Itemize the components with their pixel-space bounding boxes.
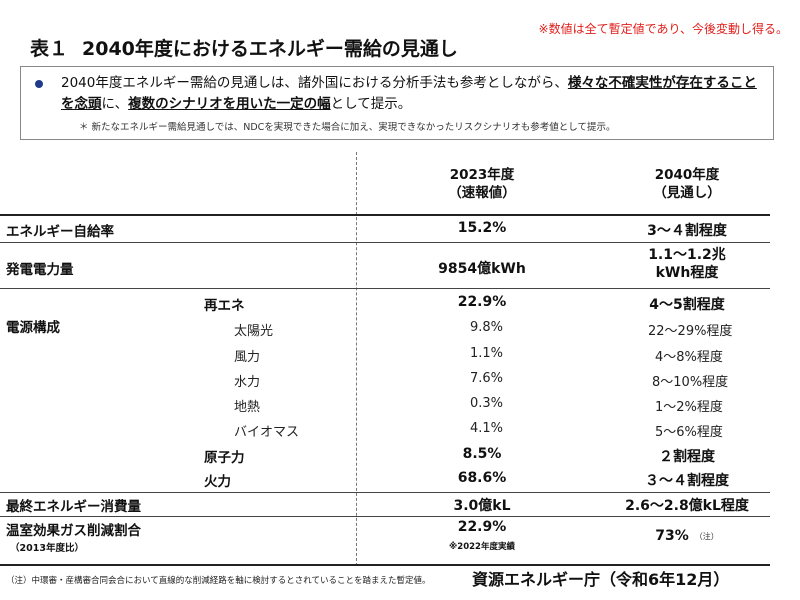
footnote: （注）中環審・産構審合同会合において直線的な削減経路を軸に検討するとされているこ… [6,576,431,586]
geothermal-2023: 0.3% [470,396,504,411]
header-2023-year: 2023年度 [449,167,515,183]
row-label-renewables: 再エネ [204,298,245,314]
self-sufficiency-2023: 15.2% [457,220,507,236]
summary-note: ＊ 新たなエネルギー需給見通しでは、NDCを実現できた場合に加え、実現できなかっ… [79,122,616,133]
ghg-2023: 22.9% [457,519,507,535]
row-label-self-sufficiency: エネルギー自給率 [6,224,114,240]
generation-2023: 9854億kWh [438,261,526,277]
thermal-2040: ３～４割程度 [645,473,729,489]
ghg-2023-note: ※2022年度実績 [449,542,515,552]
row-rule [0,516,770,517]
header-2040: 2040年度 （見通し） [604,166,770,202]
nuclear-2040: ２割程度 [659,449,715,465]
provisional-notice: ※数値は全て暫定値であり、今後変動し得る。 [538,22,788,36]
wind-2023: 1.1% [470,346,504,361]
ghg-2040-note: （注） [694,531,719,541]
geothermal-2040: 1～2%程度 [655,400,723,415]
hydro-2040: 8～10%程度 [652,375,729,390]
row-label-hydro: 水力 [234,375,261,390]
row-rule [0,492,770,493]
biomass-2040: 5～6%程度 [655,425,723,440]
row-rule [0,288,770,289]
thermal-2023: 68.6% [457,470,507,486]
nuclear-2023: 8.5% [462,446,502,462]
summary-emphasis-uncertainty: 様々な不確実性が存在することを念頭 [61,75,757,112]
outlook-table: 2023年度 （速報値） 2040年度 （見通し） エネルギー自給率 15.2%… [0,152,790,566]
row-label-nuclear: 原子力 [204,450,245,466]
row-label-final-consumption: 最終エネルギー消費量 [6,499,141,515]
renewables-2040: 4～5割程度 [649,297,725,313]
summary-part3: として提示。 [330,96,412,112]
ghg-baseline-note: （2013年度比） [10,543,84,554]
bullet-icon [35,80,43,88]
row-label-wind: 風力 [234,350,261,365]
summary-text: 2040年度エネルギー需給の見通しは、諸外国における分析手法も参考としながら、様… [61,73,766,115]
row-label-geothermal: 地熱 [234,400,261,415]
summary-part1: 2040年度エネルギー需給の見通しは、諸外国における分析手法も参考としながら、 [61,75,568,91]
header-2040-year: 2040年度 [654,167,720,183]
header-2023: 2023年度 （速報値） [360,166,604,202]
ghg-2040: 73% （注） [604,528,770,544]
row-label-generation: 発電電力量 [6,262,74,278]
summary-emphasis-scenarios: 複数のシナリオを用いた一定の幅 [128,96,331,112]
row-label-biomass: バイオマス [234,425,300,440]
table-number: 表１ [30,38,69,60]
row-label-power-mix: 電源構成 [6,320,60,336]
wind-2040: 4～8%程度 [655,350,723,365]
row-label-solar: 太陽光 [234,324,274,339]
row-rule [0,242,770,243]
hydro-2023: 7.6% [470,371,504,386]
ghg-2040-value: 73% [655,528,689,544]
row-label-thermal: 火力 [204,474,231,490]
agency-credit: 資源エネルギー庁（令和6年12月） [472,570,730,589]
generation-2040: 1.1～1.2兆 kWh程度 [604,246,770,282]
solar-2023: 9.8% [470,320,504,335]
solar-2040: 22～29%程度 [648,324,733,339]
title-text: 2040年度におけるエネルギー需給の見通し [82,38,458,60]
final-consumption-2040: 2.6～2.8億kL程度 [625,498,749,514]
page-title: 表１ 2040年度におけるエネルギー需給の見通し [30,34,458,61]
header-2023-type: （速報値） [448,185,516,201]
generation-2040-line1: 1.1～1.2兆 [648,247,726,263]
table-bottom-rule [0,564,770,566]
self-sufficiency-2040: 3～４割程度 [647,223,727,239]
summary-part2: に、 [101,96,129,112]
column-divider [356,152,357,566]
header-rule [0,214,770,216]
header-2040-type: （見通し） [653,185,721,201]
final-consumption-2023: 3.0億kL [453,498,511,514]
row-label-ghg: 温室効果ガス削減割合 [6,523,141,539]
generation-2040-line2: kWh程度 [655,265,719,281]
summary-box: 2040年度エネルギー需給の見通しは、諸外国における分析手法も参考としながら、様… [20,66,774,140]
renewables-2023: 22.9% [457,294,507,310]
biomass-2023: 4.1% [470,421,504,436]
